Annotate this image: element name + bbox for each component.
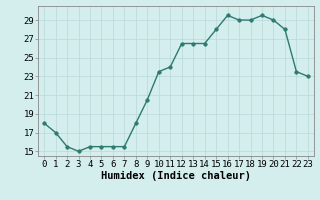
X-axis label: Humidex (Indice chaleur): Humidex (Indice chaleur): [101, 171, 251, 181]
